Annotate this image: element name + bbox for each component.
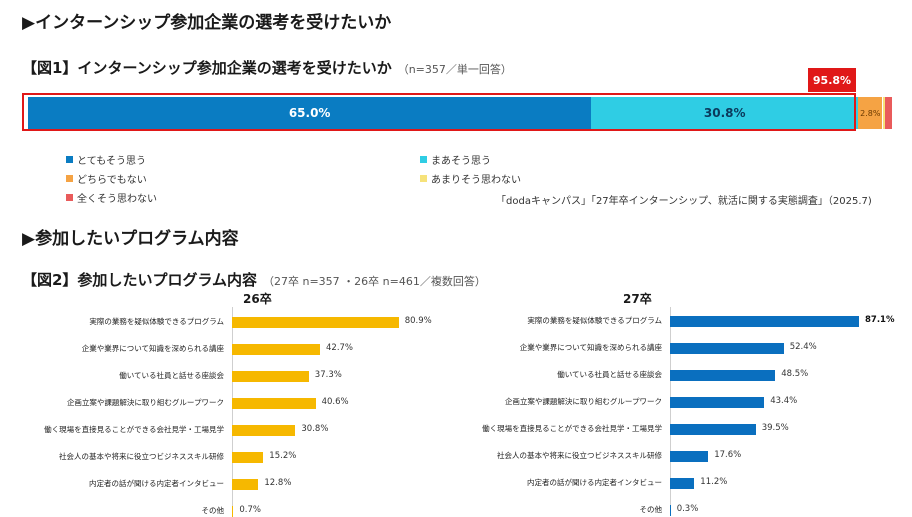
bar [670, 343, 784, 354]
category-label: その他 [201, 506, 225, 515]
bar [670, 505, 671, 516]
legend-swatch [66, 175, 73, 182]
legend-item: 全くそう思わない [66, 190, 157, 205]
bar [670, 397, 765, 408]
legend-label: あまりそう思わない [431, 175, 521, 186]
legend-item: まあそう思う [420, 152, 491, 167]
stack-segment-4 [882, 97, 886, 129]
chart-axis [232, 307, 233, 513]
value-label: 11.2% [700, 477, 728, 487]
legend-swatch [66, 194, 73, 201]
category-label: 働く現場を直接見ることができる会社見学・工場見学 [44, 425, 224, 434]
value-label: 80.9% [404, 316, 432, 326]
legend-swatch [420, 175, 427, 182]
legend-label: どちらでもない [77, 175, 147, 186]
value-label: 52.4% [789, 342, 817, 352]
legend-swatch [420, 156, 427, 163]
highlight-frame [22, 93, 856, 131]
chart-title: 27卒 [623, 292, 652, 306]
value-label: 43.4% [770, 396, 798, 406]
value-label: 87.1% [865, 315, 895, 325]
source-note: 「dodaキャンパス」「27年卒インターンシップ、就活に関する実態調査」（202… [496, 196, 872, 207]
stack-segment-label: 2.8% [860, 108, 881, 118]
category-label: 内定者の話が聞ける内定者インタビュー [89, 479, 224, 488]
bar [232, 506, 234, 517]
stack-segment-label: 65.0% [288, 106, 331, 120]
value-label: 30.8% [301, 424, 329, 434]
category-label: 企業や業界について知識を深められる講座 [519, 343, 662, 352]
category-label: 企画立案や課題解決に取り組むグループワーク [504, 397, 662, 406]
value-label: 39.5% [761, 423, 789, 433]
stack-segment-label: 30.8% [703, 106, 746, 120]
category-label: 働く現場を直接見ることができる会社見学・工場見学 [482, 424, 662, 433]
category-label: 実際の業務を疑似体験できるプログラム [527, 316, 662, 325]
value-label: 12.8% [264, 478, 292, 488]
section1-title: ▶インターンシップ参加企業の選考を受けたいか [22, 13, 392, 33]
highlight-callout: 95.8% [808, 68, 856, 92]
section2-title: ▶参加したいプログラム内容 [22, 229, 239, 249]
legend-label: まあそう思う [431, 156, 491, 167]
chart-axis [670, 307, 671, 513]
bar [232, 479, 259, 490]
figure1-title-row: 【図1】インターンシップ参加企業の選考を受けたいか （n=357／単一回答） [22, 57, 512, 78]
value-label: 42.7% [326, 343, 354, 353]
stack-segment-1: 65.0% [28, 97, 592, 129]
figure2-title: 【図2】参加したいプログラム内容 [22, 271, 257, 289]
category-label: 働いている社員と話せる座談会 [119, 371, 224, 380]
category-label: 働いている社員と話せる座談会 [557, 370, 662, 379]
bar [670, 451, 709, 462]
bar [232, 398, 316, 409]
category-label: 実際の業務を疑似体験できるプログラム [89, 317, 224, 326]
legend-item: とてもそう思う [66, 152, 146, 167]
value-label: 17.6% [714, 450, 742, 460]
category-label: 内定者の話が聞ける内定者インタビュー [527, 478, 662, 487]
bar [670, 424, 756, 435]
legend-label: とてもそう思う [77, 156, 146, 167]
value-label: 0.7% [239, 505, 261, 515]
category-label: 企画立案や課題解決に取り組むグループワーク [66, 398, 224, 407]
bar [232, 317, 399, 328]
bar [670, 370, 776, 381]
legend-item: どちらでもない [66, 171, 147, 186]
legend-label: 全くそう思わない [77, 194, 157, 205]
stack-segment-3: 2.8% [858, 97, 883, 129]
figure2-title-row: 【図2】参加したいプログラム内容 （27卒 n=357 ・26卒 n=461／複数… [22, 269, 486, 290]
stack-segment-5 [885, 97, 892, 129]
value-label: 40.6% [321, 397, 349, 407]
legend-swatch [66, 156, 73, 163]
figure1-title: 【図1】インターンシップ参加企業の選考を受けたいか [22, 59, 392, 77]
category-label: 社会人の基本や将来に役立つビジネススキル研修 [59, 452, 224, 461]
stack-segment-2: 30.8% [591, 97, 859, 129]
category-label: その他 [639, 505, 663, 514]
bar [232, 344, 320, 355]
value-label: 15.2% [269, 451, 297, 461]
chart-title: 26卒 [243, 292, 272, 306]
category-label: 社会人の基本や将来に役立つビジネススキル研修 [497, 451, 662, 460]
bar [670, 478, 695, 489]
category-label: 企業や業界について知識を深められる講座 [81, 344, 224, 353]
figure2-note: （27卒 n=357 ・26卒 n=461／複数回答） [263, 275, 486, 288]
legend-item: あまりそう思わない [420, 171, 521, 186]
bar [232, 425, 296, 436]
value-label: 48.5% [781, 369, 809, 379]
value-label: 37.3% [314, 370, 342, 380]
value-label: 0.3% [676, 504, 699, 514]
bar [670, 316, 859, 327]
bar [232, 452, 264, 463]
figure1-note: （n=357／単一回答） [397, 63, 512, 76]
bar [232, 371, 309, 382]
